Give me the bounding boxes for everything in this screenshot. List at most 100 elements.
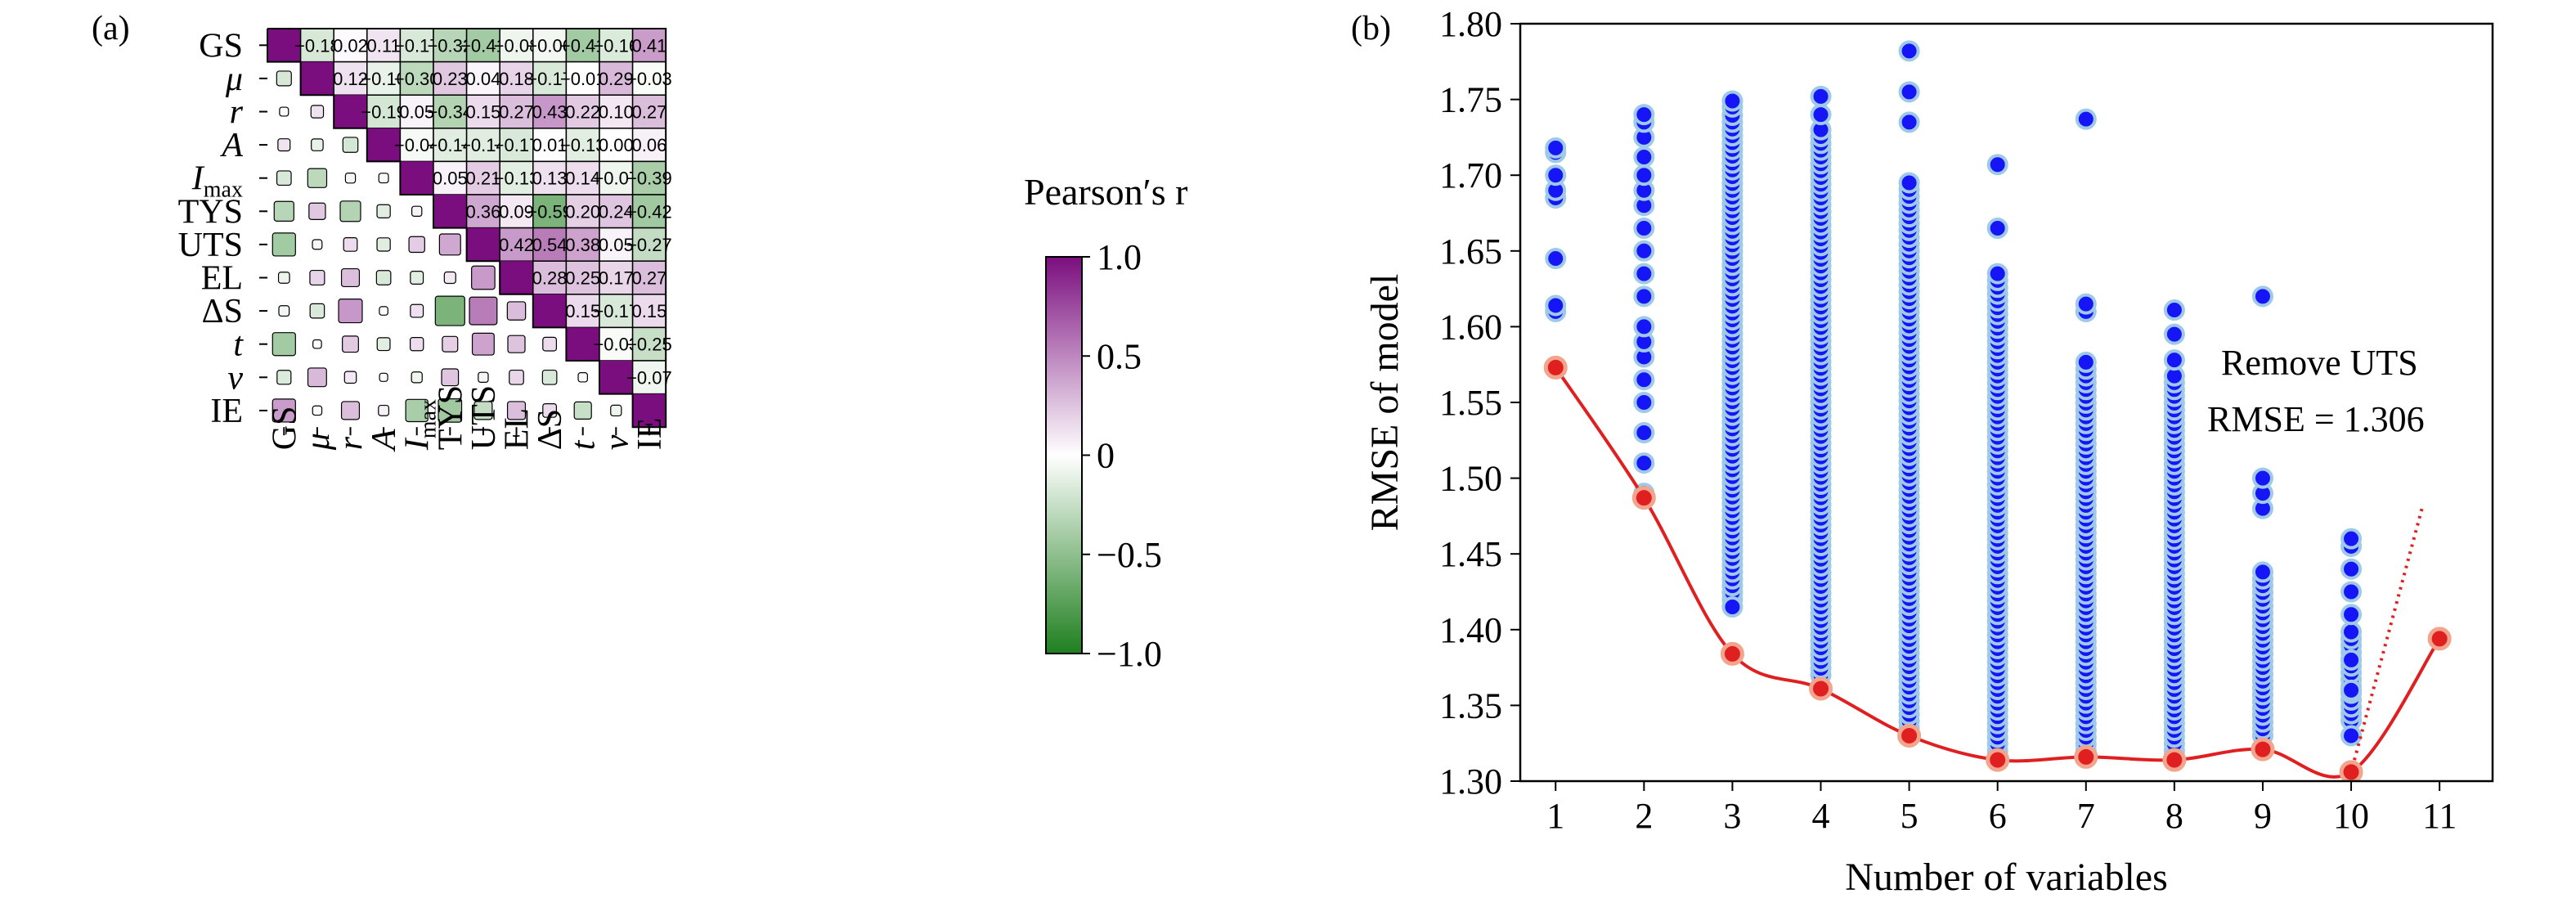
correlation-square	[276, 70, 292, 87]
x-tick-label: 10	[2333, 796, 2369, 836]
y-tick-label: 1.45	[1439, 534, 1502, 574]
correlation-square	[410, 337, 424, 352]
heatmap-cell	[499, 160, 534, 195]
correlation-square	[375, 270, 392, 285]
heatmap-cell	[366, 94, 402, 129]
rmse-point	[2075, 108, 2097, 130]
rmse-point	[2251, 561, 2273, 583]
row-label-5: TYS	[178, 193, 243, 231]
correlation-square	[311, 138, 324, 151]
y-tick-label: 1.65	[1439, 231, 1502, 272]
y-tick-label: 1.75	[1439, 80, 1502, 120]
rmse-point	[1633, 104, 1655, 126]
correlation-square	[443, 271, 456, 285]
cell-value: 0.09	[499, 201, 534, 222]
heatmap-cell	[565, 260, 600, 295]
cell-value: −0.27	[626, 235, 672, 255]
annotation-remove-uts: Remove UTS	[2221, 343, 2418, 383]
heatmap-cell	[565, 128, 600, 163]
cell-value: 0.41	[631, 35, 666, 56]
rmse-point	[1986, 218, 2008, 240]
correlation-square	[542, 403, 557, 418]
row-label-text: ν	[227, 359, 243, 397]
rmse-point	[2340, 558, 2363, 580]
correlation-square	[376, 337, 391, 352]
panel-label-b: (b)	[1351, 10, 1391, 47]
correlation-square	[469, 296, 498, 326]
heatmap-cell	[599, 160, 634, 195]
rmse-point	[2340, 528, 2363, 550]
cell-value: 0.11	[367, 35, 401, 56]
correlation-square	[376, 204, 391, 218]
cell-value: −0.18	[294, 35, 340, 56]
correlation-square	[405, 398, 429, 423]
row-label-10: ν	[227, 359, 243, 397]
correlation-square	[478, 371, 489, 384]
cell-value: −0.59	[527, 201, 572, 222]
heatmap-cell	[499, 227, 534, 262]
correlation-square	[378, 173, 389, 184]
heatmap-cell	[465, 128, 500, 163]
correlation-square	[379, 306, 388, 316]
correlation-square	[610, 404, 622, 417]
rmse-point	[2075, 293, 2097, 315]
colorbar-tick-label: −1.0	[1097, 634, 1162, 674]
correlation-square	[343, 237, 358, 252]
x-axis-label: Number of variables	[1845, 856, 2168, 899]
rmse-point	[1898, 172, 1920, 194]
heatmap-cell	[631, 128, 666, 163]
heatmap-cell	[565, 28, 600, 63]
y-axis-label: RMSE of model	[1363, 274, 1407, 532]
diagonal-cell	[500, 261, 533, 294]
min-rmse-marker	[1897, 723, 1922, 748]
correlation-square	[310, 105, 325, 119]
colorbar-tick-label: 1.0	[1097, 237, 1142, 277]
rmse-point	[2340, 679, 2363, 701]
min-rmse-marker	[1720, 641, 1744, 666]
correlation-square	[376, 237, 391, 252]
cell-value: −0.34	[427, 102, 473, 123]
heatmap-grid: −0.180.020.11−0.17−0.32−0.41−0.08−0.06−0…	[267, 28, 672, 429]
rmse-point	[1633, 146, 1655, 168]
rmse-point	[2075, 351, 2097, 373]
col-label-text: I	[399, 437, 437, 451]
cell-value: 0.20	[565, 201, 600, 222]
correlation-square	[272, 398, 296, 423]
min-rmse-marker	[2427, 627, 2452, 651]
correlation-square	[340, 401, 361, 420]
rmse-point	[1633, 422, 1655, 444]
cell-value: −0.42	[626, 201, 672, 222]
rmse-point	[2340, 604, 2363, 626]
row-label-7: EL	[201, 260, 243, 298]
heatmap-cell	[599, 260, 634, 295]
cell-value: −0.06	[527, 35, 572, 56]
row-label-11: IE	[210, 393, 243, 430]
correlation-square	[307, 367, 327, 388]
cell-value: −0.13	[494, 168, 540, 189]
col-label-6: UTS	[465, 385, 503, 450]
correlation-square	[577, 372, 588, 383]
row-label-text: r	[230, 94, 244, 132]
correlation-square	[411, 371, 423, 384]
cell-value: 0.27	[631, 268, 666, 289]
rmse-point	[1986, 154, 2008, 176]
col-label-text: ν	[598, 434, 635, 450]
col-label-5: TYS	[432, 385, 469, 450]
cell-value: −0.07	[593, 168, 639, 189]
min-rmse-marker	[2074, 744, 2098, 769]
correlation-square	[277, 272, 290, 284]
y-tick-label: 1.50	[1439, 459, 1502, 499]
rmse-point	[1898, 40, 1920, 62]
correlation-square	[378, 404, 390, 416]
cell-value: −0.08	[494, 35, 540, 56]
cell-value: −0.25	[626, 335, 672, 355]
cell-value: 0.29	[599, 69, 634, 89]
rmse-point	[2163, 323, 2185, 345]
correlation-square	[342, 335, 359, 353]
correlation-square	[471, 265, 496, 290]
heatmap-cell	[433, 128, 468, 163]
cell-value: 0.12	[333, 69, 368, 89]
col-label-10: ν	[598, 434, 635, 450]
heatmap-cell	[399, 94, 434, 129]
correlation-square	[309, 303, 325, 319]
